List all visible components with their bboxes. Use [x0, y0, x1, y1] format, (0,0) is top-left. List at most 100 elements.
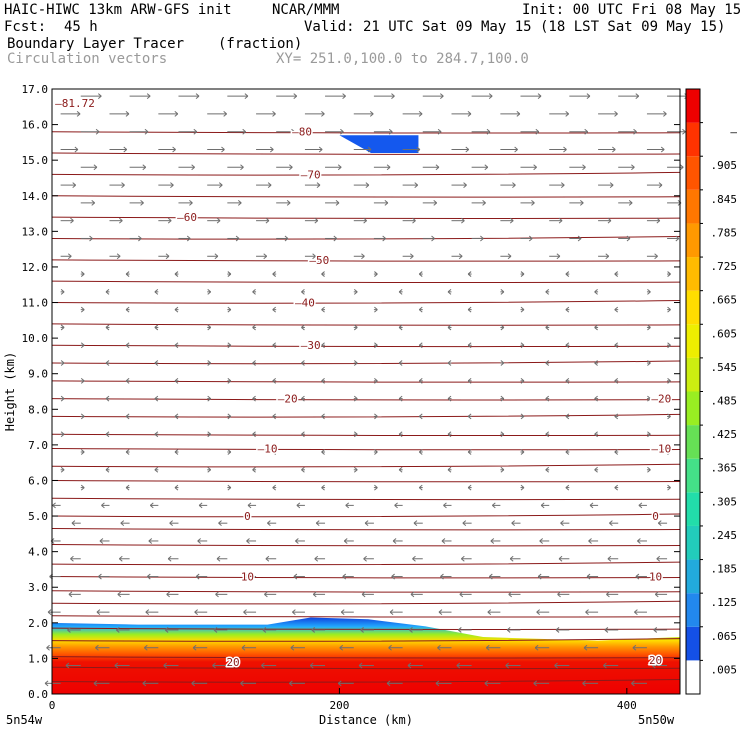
vector-head	[488, 95, 493, 100]
circulation-vector	[506, 627, 521, 633]
vector-head	[264, 593, 268, 598]
vector-head	[409, 253, 414, 257]
circulation-vector	[451, 146, 470, 153]
circulation-vector	[339, 644, 354, 651]
circulation-vector	[418, 413, 423, 420]
vector-head	[437, 131, 442, 135]
vector-head	[227, 309, 232, 313]
vector-head	[74, 149, 79, 153]
circulation-vector	[533, 680, 550, 687]
vector-head	[418, 113, 423, 117]
circulation-vector	[96, 609, 110, 616]
circulation-vector	[227, 128, 247, 135]
circulation-vector	[545, 360, 550, 366]
vector-head	[545, 431, 550, 435]
circulation-vector	[321, 342, 326, 349]
circulation-vector	[609, 520, 619, 527]
vector-head	[461, 217, 465, 222]
vector-head	[174, 487, 179, 491]
circulation-vector	[80, 449, 85, 455]
vector-head	[195, 95, 200, 100]
vector-head	[520, 416, 525, 420]
vector-head	[227, 380, 232, 384]
vector-head	[545, 433, 550, 438]
circulation-vector	[667, 93, 688, 100]
circulation-vector	[252, 324, 257, 331]
colorbar-label: .185	[711, 563, 738, 576]
vector-head	[500, 466, 505, 471]
vector-head	[212, 662, 216, 666]
vector-head	[500, 398, 505, 402]
circulation-vector	[304, 111, 325, 117]
circulation-vector	[321, 377, 326, 384]
vector-head	[560, 522, 564, 527]
vector-head	[335, 199, 340, 204]
vector-head	[520, 487, 525, 491]
circulation-vector	[646, 395, 651, 402]
contour-label: –10	[258, 442, 278, 455]
circulation-vector	[398, 324, 403, 331]
vector-head	[637, 540, 641, 544]
circulation-vector	[545, 288, 550, 295]
circulation-vector	[549, 182, 565, 188]
circulation-vector	[301, 395, 305, 402]
vector-head	[441, 538, 446, 542]
vector-head	[361, 253, 365, 257]
vector-head	[67, 629, 71, 633]
vector-head	[265, 555, 270, 560]
circulation-vector	[50, 538, 61, 544]
vector-head	[218, 520, 222, 524]
vector-head	[321, 271, 325, 275]
circulation-vector	[337, 680, 354, 687]
vector-head	[682, 128, 686, 133]
temperature-contour	[51, 413, 681, 418]
circulation-vector	[321, 413, 326, 420]
colorbar-swatch	[686, 525, 700, 560]
vector-head	[398, 362, 403, 366]
vector-head	[76, 113, 81, 117]
vector-head	[440, 573, 444, 577]
vector-head	[125, 273, 130, 277]
vector-head	[235, 238, 240, 242]
vector-head	[440, 576, 444, 580]
circulation-vector	[569, 128, 589, 135]
vector-head	[509, 558, 514, 562]
vector-head	[186, 238, 191, 242]
vector-head	[500, 469, 505, 473]
vector-head	[154, 433, 159, 438]
vector-head	[407, 662, 412, 666]
vector-head	[560, 182, 565, 186]
circulation-vector	[418, 306, 423, 313]
vector-head	[142, 682, 147, 687]
contour-label: 10	[649, 571, 662, 584]
vector-head	[174, 451, 179, 455]
vector-head	[634, 609, 638, 613]
circulation-vector	[500, 324, 505, 331]
vector-head	[167, 220, 172, 224]
vector-head	[89, 238, 93, 242]
circulation-vector	[60, 360, 65, 366]
vector-head	[289, 166, 293, 171]
circulation-vector	[467, 484, 472, 491]
circulation-vector	[301, 324, 305, 331]
vector-head	[99, 540, 104, 544]
vector-head	[193, 131, 198, 135]
circulation-vector	[646, 111, 667, 117]
circulation-vector	[569, 93, 591, 100]
circulation-vector	[565, 342, 570, 349]
circulation-vector	[637, 538, 647, 544]
vector-head	[321, 377, 325, 382]
vector-head	[374, 484, 378, 488]
vector-head	[261, 665, 265, 669]
circulation-vector	[398, 288, 403, 295]
vector-head	[189, 199, 193, 204]
vector-head	[123, 149, 128, 153]
vector-head	[296, 502, 301, 506]
circulation-vector	[667, 484, 671, 491]
vector-head	[272, 271, 277, 275]
vector-head	[252, 291, 256, 295]
temperature-contour	[51, 398, 681, 401]
circulation-vector	[373, 449, 378, 455]
vector-head	[242, 131, 247, 135]
circulation-vector	[195, 573, 208, 580]
